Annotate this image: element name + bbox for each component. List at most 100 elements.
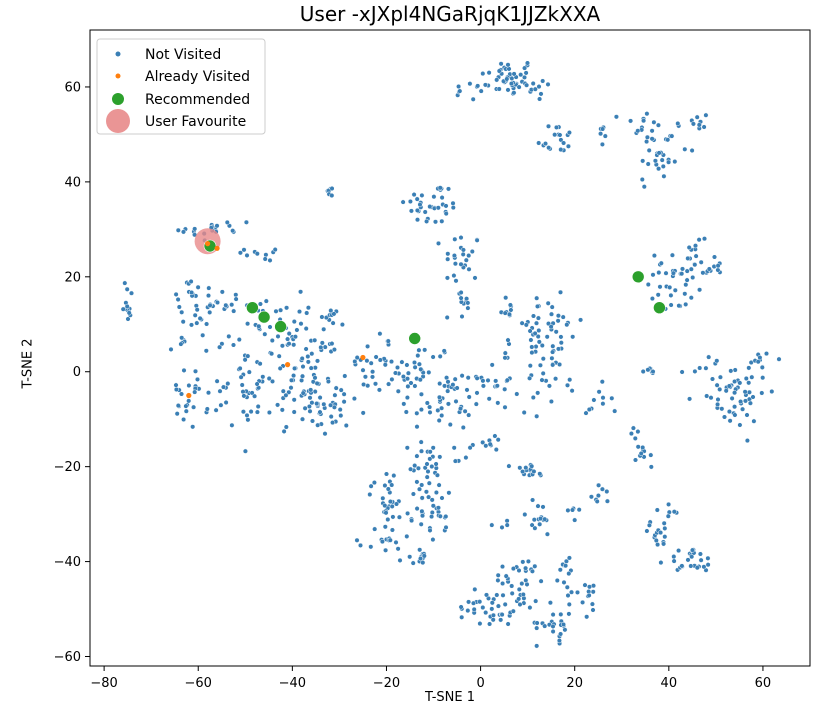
point-not-visited (241, 393, 247, 399)
point-not-visited (662, 525, 668, 531)
point-not-visited (383, 547, 389, 553)
point-not-visited (385, 338, 391, 344)
point-not-visited (435, 205, 441, 211)
point-not-visited (240, 389, 246, 395)
point-not-visited (436, 394, 443, 400)
point-not-visited (383, 471, 390, 477)
point-not-visited (527, 375, 533, 381)
point-not-visited (288, 385, 294, 391)
point-not-visited (549, 304, 555, 310)
point-not-visited (329, 192, 335, 199)
point-not-visited (499, 524, 505, 530)
point-not-visited (183, 408, 189, 414)
point-not-visited (183, 403, 189, 409)
point-not-visited (540, 78, 546, 84)
point-not-visited (328, 402, 334, 408)
point-not-visited (645, 367, 651, 373)
point-not-visited (530, 394, 536, 401)
y-tick-label: 20 (64, 270, 81, 285)
point-not-visited (254, 409, 260, 415)
point-not-visited (685, 255, 691, 261)
point-not-visited (414, 207, 420, 213)
point-not-visited (460, 424, 466, 431)
point-not-visited (343, 422, 349, 429)
point-not-visited (555, 313, 561, 319)
point-not-visited (312, 375, 318, 381)
point-not-visited (557, 361, 563, 368)
point-not-visited (688, 563, 694, 569)
point-not-visited (550, 343, 556, 349)
point-not-visited (668, 302, 674, 308)
legend-marker-user-favourite (106, 109, 130, 133)
point-not-visited (732, 404, 738, 410)
point-not-visited (173, 291, 179, 297)
point-not-visited (207, 302, 213, 308)
point-not-visited (451, 253, 457, 259)
point-not-visited (649, 128, 655, 134)
point-not-visited (180, 319, 186, 325)
point-not-visited (386, 381, 392, 387)
point-not-visited (281, 428, 287, 434)
point-not-visited (503, 573, 509, 579)
point-not-visited (569, 507, 576, 513)
point-not-visited (418, 439, 424, 445)
point-not-visited (670, 270, 676, 276)
point-not-visited (400, 199, 406, 205)
point-not-visited (728, 368, 734, 374)
point-not-visited (531, 468, 537, 475)
point-not-visited (414, 217, 421, 223)
point-not-visited (632, 457, 639, 463)
point-not-visited (254, 251, 260, 257)
point-not-visited (701, 124, 707, 130)
point-not-visited (414, 506, 420, 512)
point-not-visited (414, 453, 420, 459)
point-not-visited (539, 377, 545, 383)
point-not-visited (650, 369, 656, 375)
point-not-visited (469, 248, 475, 255)
point-not-visited (701, 564, 707, 570)
point-not-visited (436, 417, 442, 424)
point-not-visited (641, 118, 647, 124)
point-not-visited (694, 114, 700, 120)
point-not-visited (330, 420, 336, 426)
point-not-visited (314, 358, 321, 364)
point-already-visited (205, 241, 211, 247)
point-not-visited (331, 347, 337, 353)
point-not-visited (717, 374, 723, 380)
point-not-visited (536, 84, 542, 90)
point-not-visited (401, 401, 407, 407)
point-not-visited (487, 621, 493, 627)
point-not-visited (563, 563, 569, 569)
point-not-visited (382, 362, 388, 368)
point-not-visited (586, 406, 592, 413)
point-not-visited (173, 386, 179, 393)
point-not-visited (564, 584, 570, 590)
point-not-visited (309, 351, 315, 357)
point-not-visited (434, 472, 440, 478)
point-not-visited (537, 362, 543, 368)
point-recommended (274, 320, 287, 333)
point-not-visited (450, 200, 456, 206)
point-not-visited (126, 310, 132, 316)
point-not-visited (489, 362, 495, 368)
point-not-visited (679, 266, 686, 272)
point-not-visited (309, 418, 316, 424)
point-not-visited (372, 526, 378, 532)
point-not-visited (445, 256, 451, 262)
point-not-visited (416, 347, 422, 353)
point-not-visited (613, 114, 619, 120)
point-not-visited (443, 524, 449, 530)
point-not-visited (377, 331, 383, 337)
point-not-visited (404, 362, 410, 368)
point-not-visited (535, 503, 541, 509)
point-not-visited (505, 87, 511, 93)
point-not-visited (567, 377, 573, 383)
x-axis-label: T-SNE 1 (424, 690, 476, 705)
points-layer (120, 60, 782, 649)
point-not-visited (544, 334, 550, 340)
point-not-visited (321, 326, 327, 332)
point-not-visited (329, 341, 335, 347)
point-not-visited (478, 88, 484, 94)
point-not-visited (417, 547, 423, 553)
point-not-visited (550, 362, 556, 368)
